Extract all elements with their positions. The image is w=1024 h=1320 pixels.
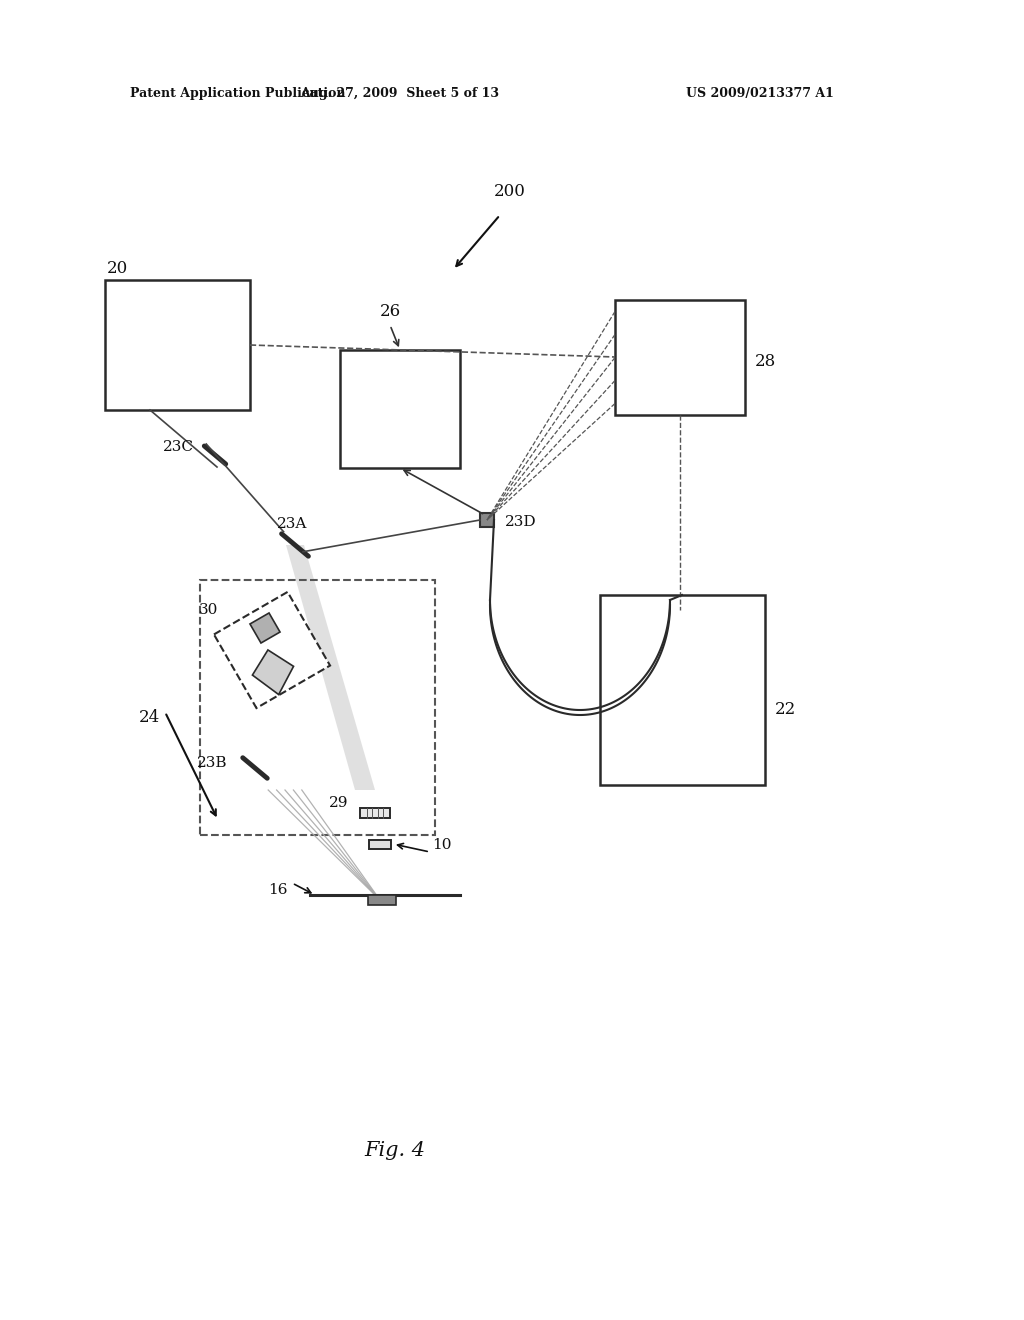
Bar (369, 840, 391, 849)
Bar (360, 808, 390, 818)
Bar (615, 300, 745, 414)
Text: 23A: 23A (278, 517, 307, 531)
Bar (105, 280, 250, 411)
Text: US 2009/0213377 A1: US 2009/0213377 A1 (686, 87, 834, 99)
Text: 23B: 23B (197, 756, 227, 770)
Text: 26: 26 (380, 304, 400, 319)
Polygon shape (252, 649, 294, 694)
Text: Fig. 4: Fig. 4 (365, 1140, 426, 1159)
Text: 20: 20 (106, 260, 128, 277)
Text: Aug. 27, 2009  Sheet 5 of 13: Aug. 27, 2009 Sheet 5 of 13 (300, 87, 500, 99)
Text: 22: 22 (775, 701, 797, 718)
Polygon shape (214, 591, 330, 708)
Text: 200: 200 (494, 183, 526, 201)
Bar (368, 895, 396, 906)
Bar (200, 579, 435, 836)
Bar (480, 513, 494, 527)
Text: 16: 16 (268, 883, 288, 898)
Text: 10: 10 (432, 838, 452, 851)
Polygon shape (286, 545, 375, 789)
Text: 28: 28 (755, 354, 776, 371)
Text: Patent Application Publication: Patent Application Publication (130, 87, 345, 99)
Text: 29: 29 (329, 796, 348, 810)
Text: 24: 24 (138, 709, 160, 726)
Polygon shape (250, 612, 280, 643)
Text: 23C: 23C (163, 440, 194, 454)
Text: 23D: 23D (505, 515, 537, 529)
Bar (600, 595, 765, 785)
Bar (340, 350, 460, 469)
Text: 30: 30 (199, 603, 218, 616)
